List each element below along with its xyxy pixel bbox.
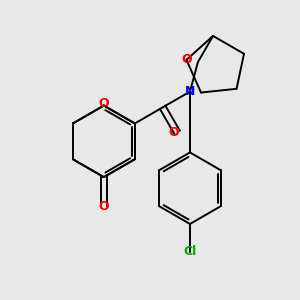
Text: O: O: [98, 97, 109, 110]
Text: O: O: [181, 53, 192, 66]
Text: O: O: [169, 126, 179, 139]
Text: O: O: [98, 200, 109, 213]
Text: Cl: Cl: [183, 245, 196, 258]
Text: N: N: [185, 85, 195, 98]
